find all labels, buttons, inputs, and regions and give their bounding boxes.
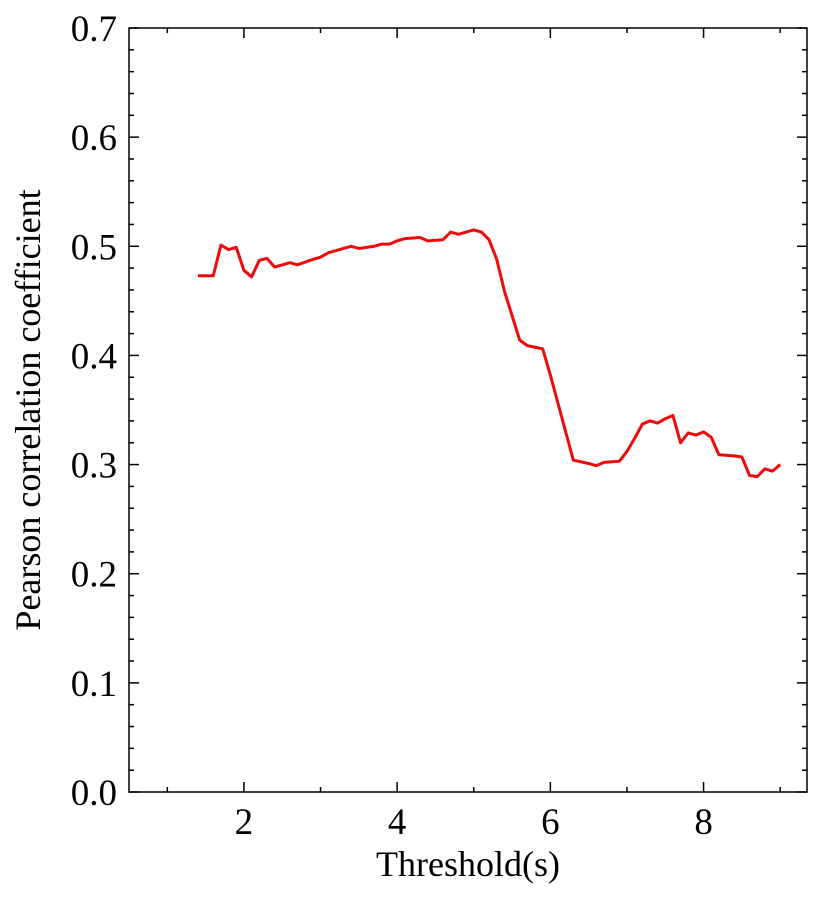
y-axis-label: Pearson correlation coefficient (8, 189, 48, 630)
y-tick-label: 0.6 (71, 118, 117, 159)
y-tick-label: 0.0 (71, 773, 117, 814)
y-tick-label: 0.5 (71, 227, 117, 268)
x-axis-label: Threshold(s) (376, 844, 560, 884)
x-tick-label: 6 (541, 802, 560, 843)
x-tick-label: 2 (235, 802, 254, 843)
y-tick-label: 0.3 (71, 446, 117, 487)
y-tick-label: 0.1 (71, 664, 117, 705)
y-tick-label: 0.2 (71, 555, 117, 596)
y-tick-label: 0.4 (71, 336, 117, 377)
x-tick-label: 8 (694, 802, 713, 843)
data-line (197, 228, 782, 479)
x-tick-label: 4 (388, 802, 407, 843)
plot-frame (128, 27, 808, 793)
y-tick-label: 0.7 (71, 9, 117, 50)
